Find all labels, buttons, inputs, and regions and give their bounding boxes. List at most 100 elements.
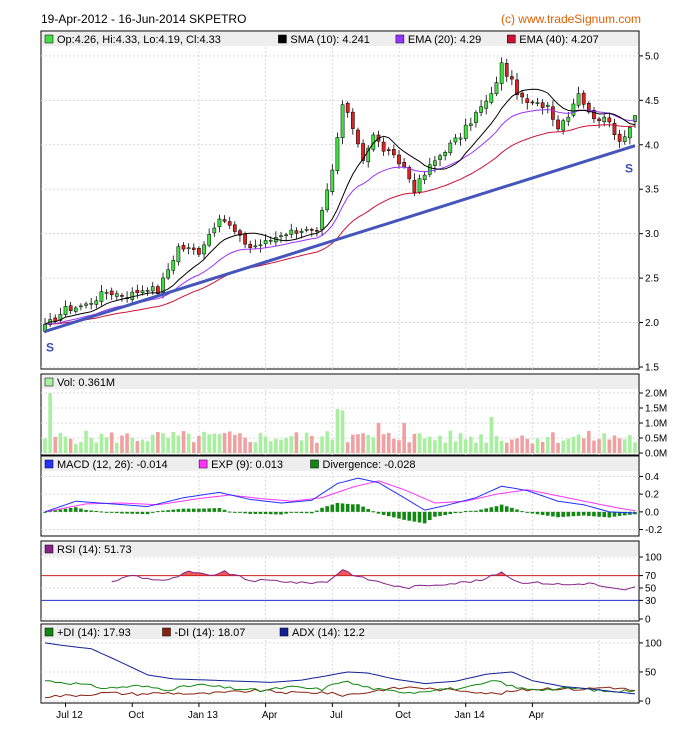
- divergence-bar: [258, 511, 263, 514]
- divergence-bar: [617, 511, 622, 516]
- volume-bar: [125, 433, 129, 453]
- volume-bar: [617, 438, 622, 453]
- candle: [263, 234, 268, 248]
- candle-body: [99, 291, 104, 302]
- volume-bar: [453, 441, 458, 453]
- candle: [561, 118, 566, 135]
- legend-label-adx-1: -DI (14): 18.07: [175, 627, 246, 639]
- candle-body: [566, 116, 571, 122]
- candle: [535, 97, 540, 107]
- volume-bar: [479, 434, 483, 453]
- candle: [530, 100, 535, 106]
- legend-label-macd-2: Divergence: -0.028: [323, 459, 416, 471]
- candle-body: [186, 247, 191, 250]
- legend-swatch-macd-2: [310, 459, 319, 469]
- legend-bar-volume: [42, 375, 638, 389]
- candle: [520, 89, 524, 104]
- candle: [592, 107, 596, 123]
- candle: [356, 127, 360, 148]
- legend-label-price-0: Op:4.26, Hi:4.33, Lo:4.19, Cl:4.33: [57, 34, 221, 46]
- candle: [191, 243, 196, 255]
- divergence-bar: [551, 511, 555, 517]
- candle-body: [222, 219, 227, 222]
- candle: [581, 90, 586, 109]
- divergence-bar: [361, 506, 365, 512]
- candle-body: [556, 119, 560, 130]
- candle-body: [181, 245, 186, 250]
- candle: [468, 117, 473, 131]
- divergence-bar: [202, 508, 206, 512]
- divergence-bar: [299, 511, 304, 514]
- ytick-label-adx-1: 50: [645, 667, 657, 678]
- candle-body: [468, 123, 473, 126]
- volume-bar: [202, 431, 206, 453]
- candle: [510, 70, 514, 86]
- site-credit[interactable]: (c) www.tradeSignum.com: [501, 12, 641, 26]
- divergence-bar: [233, 511, 237, 513]
- volume-bar: [417, 433, 422, 453]
- divergence-bar: [156, 511, 160, 513]
- candle: [202, 241, 206, 260]
- divergence-bar: [94, 510, 99, 512]
- volume-bar: [474, 442, 478, 453]
- divergence-bar: [58, 509, 63, 512]
- divergence-bar: [463, 510, 468, 512]
- volume-bar: [171, 431, 176, 453]
- candle-body: [294, 230, 299, 234]
- candle: [309, 227, 314, 237]
- volume-bar: [345, 442, 350, 453]
- candle-body: [191, 247, 196, 250]
- candle-body: [489, 93, 494, 103]
- volume-bar: [320, 436, 324, 453]
- candle: [397, 149, 401, 169]
- xtick-label-7: Apr: [529, 710, 545, 721]
- legend-swatch-adx-1: [162, 627, 171, 637]
- divergence-bar: [371, 511, 376, 513]
- panel-volume: Vol: 0.361M 0.0M 0.5M 1.0M 1.5M 2.0M: [40, 373, 667, 460]
- divergence-bar: [504, 506, 509, 512]
- volume-bar: [422, 438, 427, 453]
- candle: [350, 108, 355, 135]
- divergence-bar: [494, 506, 499, 512]
- macd-line: [44, 477, 636, 514]
- candle: [186, 243, 191, 255]
- candle-body: [592, 110, 596, 120]
- volume-bar: [325, 431, 329, 453]
- candle-body: [345, 102, 350, 113]
- candle: [130, 287, 135, 303]
- candle-body: [433, 160, 437, 166]
- volume-bar: [556, 443, 560, 453]
- divergence-bar: [351, 504, 355, 512]
- divergence-bar: [335, 503, 340, 512]
- divergence-bar: [628, 511, 632, 515]
- volume-bar: [458, 433, 463, 453]
- panel-frame-price: [40, 30, 640, 370]
- volume-bar: [263, 436, 268, 453]
- divergence-bar: [427, 511, 432, 521]
- candle-body: [576, 93, 581, 106]
- candle: [612, 118, 617, 140]
- candle-body: [309, 229, 314, 231]
- divergence-bar: [279, 511, 283, 515]
- xtick-label-2: Jan 13: [188, 710, 218, 721]
- legend-label-volume-0: Vol: 0.361M: [57, 377, 115, 389]
- candle: [181, 242, 186, 252]
- legend-label-macd-1: EXP (9): 0.013: [211, 459, 283, 471]
- volume-bar: [381, 434, 386, 453]
- candle: [207, 228, 212, 248]
- volume-bar: [448, 430, 453, 453]
- volume-bar: [135, 441, 140, 453]
- divergence-bar: [191, 508, 196, 512]
- ytick-label-rsi-2: 50: [645, 584, 657, 595]
- candle: [622, 130, 627, 145]
- candle: [504, 58, 509, 82]
- divergence-bar: [212, 508, 217, 512]
- ytick-label-rsi-4: 100: [645, 553, 662, 564]
- candle-body: [135, 290, 140, 294]
- candle-body: [166, 269, 170, 279]
- legend-bar-rsi: [42, 542, 638, 556]
- xtick-label-6: Jan 14: [455, 710, 485, 721]
- legend-swatch-rsi-0: [44, 544, 54, 554]
- ytick-label-macd-3: 0.4: [645, 472, 659, 483]
